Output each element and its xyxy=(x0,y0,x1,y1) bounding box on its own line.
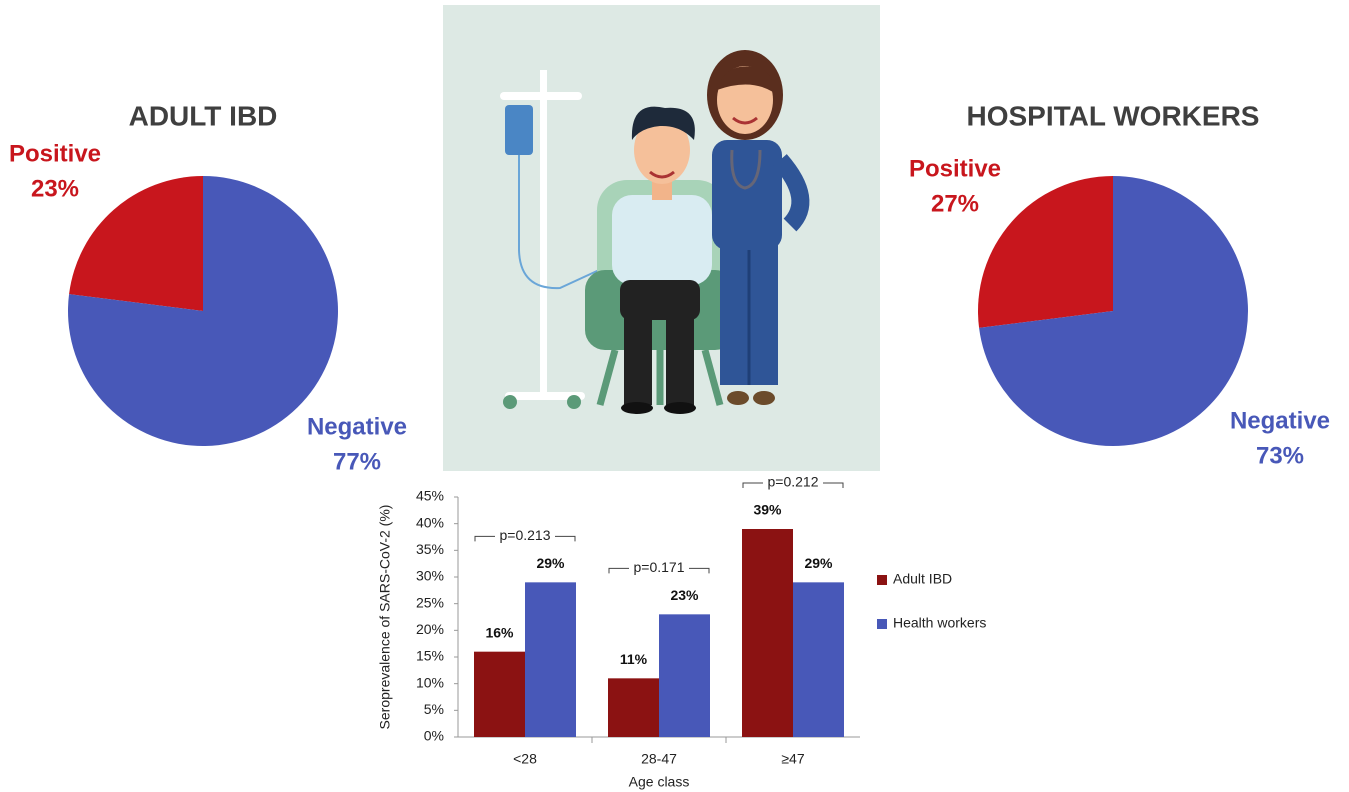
p-value-annotation: p=0.212 xyxy=(768,474,819,490)
illustration xyxy=(443,5,880,471)
slice-value-label: 23% xyxy=(31,175,79,202)
slice-label: Positive xyxy=(9,140,101,167)
p-value-annotation: p=0.171 xyxy=(634,559,685,575)
bar-value-label: 23% xyxy=(670,587,699,603)
y-tick-label: 5% xyxy=(424,701,444,717)
slice-label: Negative xyxy=(307,413,407,440)
y-tick-label: 15% xyxy=(416,648,444,664)
bar xyxy=(793,582,844,737)
y-tick-label: 30% xyxy=(416,568,444,584)
y-tick-label: 45% xyxy=(416,488,444,504)
slice-value-label: 77% xyxy=(333,448,381,475)
y-tick-label: 10% xyxy=(416,674,444,690)
p-value-annotation: p=0.213 xyxy=(500,527,551,543)
legend-swatch xyxy=(877,619,887,629)
y-tick-label: 35% xyxy=(416,541,444,557)
bar xyxy=(525,582,576,737)
x-axis-label: Age class xyxy=(629,774,690,790)
figure: ADULT IBD Positive 23% Negative 77% HOSPITAL … xyxy=(0,0,1349,792)
x-tick-label: <28 xyxy=(513,751,537,767)
y-tick-label: 0% xyxy=(424,728,444,744)
x-tick-label: ≥47 xyxy=(781,751,804,767)
bar xyxy=(742,529,793,737)
bar-value-label: 11% xyxy=(620,651,648,667)
pie-slice xyxy=(978,176,1113,328)
bar xyxy=(474,652,525,737)
pie-title: HOSPITAL WORKERS xyxy=(967,100,1260,131)
pie-title: ADULT IBD xyxy=(129,100,278,131)
legend-label: Adult IBD xyxy=(893,571,952,587)
slice-value-label: 27% xyxy=(931,190,979,217)
y-tick-label: 40% xyxy=(416,514,444,530)
y-tick-label: 25% xyxy=(416,594,444,610)
legend-swatch xyxy=(877,575,887,585)
pie-slice xyxy=(69,176,203,311)
slice-label: Negative xyxy=(1230,407,1330,434)
bar-value-label: 39% xyxy=(753,502,782,518)
bar xyxy=(659,614,710,737)
bar xyxy=(608,678,659,737)
y-tick-label: 20% xyxy=(416,621,444,637)
bar-value-label: 16% xyxy=(485,624,514,640)
slice-value-label: 73% xyxy=(1256,442,1304,469)
legend-label: Health workers xyxy=(893,615,986,631)
slice-label: Positive xyxy=(909,155,1001,182)
y-axis-label: Seroprevalence of SARS-CoV-2 (%) xyxy=(377,505,393,730)
bar-value-label: 29% xyxy=(536,555,565,571)
bar-value-label: 29% xyxy=(804,555,833,571)
x-tick-label: 28-47 xyxy=(641,751,677,767)
